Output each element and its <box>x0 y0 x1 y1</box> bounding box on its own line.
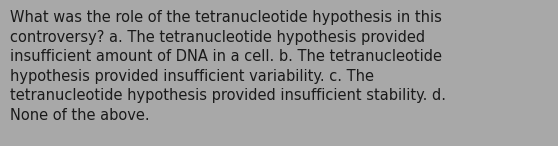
Text: What was the role of the tetranucleotide hypothesis in this
controversy? a. The : What was the role of the tetranucleotide… <box>10 10 446 123</box>
